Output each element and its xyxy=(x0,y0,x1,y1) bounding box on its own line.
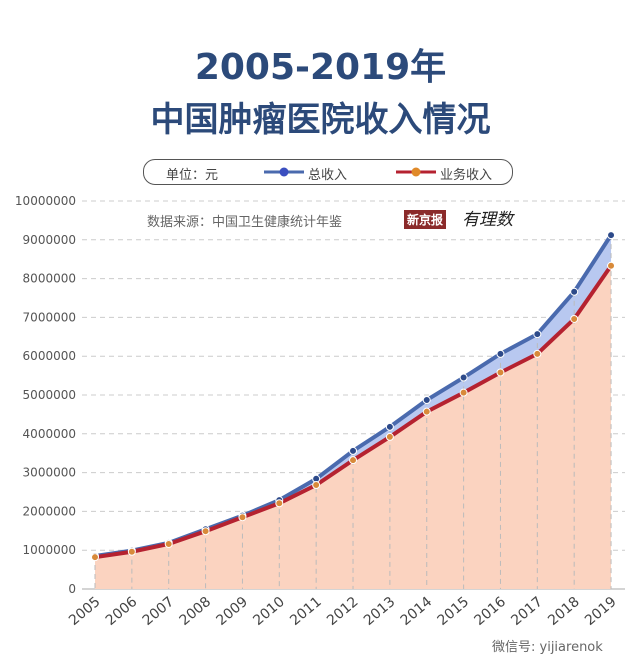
y-tick-label: 2000000 xyxy=(23,504,76,518)
x-tick-label: 2014 xyxy=(398,594,436,629)
total-point xyxy=(459,373,468,382)
business-point xyxy=(607,261,616,270)
business-point xyxy=(275,499,284,508)
business-point xyxy=(570,314,579,323)
business-point xyxy=(312,481,321,490)
y-tick-label: 6000000 xyxy=(23,349,76,363)
total-point xyxy=(385,422,394,431)
legend-total-marker xyxy=(264,167,304,177)
business-point xyxy=(496,368,505,377)
y-tick-label: 0 xyxy=(68,582,76,596)
legend-total-label: 总收入 xyxy=(308,168,348,183)
y-tick-label: 1000000 xyxy=(23,543,76,557)
business-point xyxy=(349,456,358,465)
business-area xyxy=(95,265,612,589)
x-tick-label: 2017 xyxy=(508,594,546,629)
watermark: 微信号: yijiarenok xyxy=(492,640,603,655)
x-tick-label: 2007 xyxy=(140,594,178,629)
chart-title-line1: 2005-2019年 xyxy=(194,47,447,88)
x-tick-label: 2005 xyxy=(66,594,104,629)
total-point xyxy=(349,446,358,455)
x-tick-label: 2008 xyxy=(177,594,215,629)
business-point xyxy=(164,539,173,548)
x-tick-label: 2009 xyxy=(213,594,251,629)
business-point xyxy=(533,349,542,358)
business-point xyxy=(385,432,394,441)
y-tick-label: 10000000 xyxy=(15,194,76,208)
total-point xyxy=(570,287,579,296)
x-tick-label: 2018 xyxy=(545,594,583,629)
x-tick-label: 2015 xyxy=(435,594,473,629)
x-tick-label: 2010 xyxy=(250,594,288,629)
total-point xyxy=(422,396,431,405)
x-tick-label: 2019 xyxy=(582,594,620,629)
business-point xyxy=(422,407,431,416)
y-tick-label: 9000000 xyxy=(23,233,76,247)
legend-business-marker xyxy=(396,167,436,177)
x-tick-label: 2013 xyxy=(361,594,399,629)
total-point xyxy=(533,330,542,339)
business-point xyxy=(201,527,210,536)
source-note: 数据来源：中国卫生健康统计年鉴 xyxy=(147,215,343,230)
business-point xyxy=(127,547,136,556)
total-point xyxy=(496,349,505,358)
y-tick-label: 4000000 xyxy=(23,427,76,441)
business-point xyxy=(91,553,99,562)
x-tick-label: 2016 xyxy=(471,594,509,629)
x-tick-label: 2012 xyxy=(324,594,362,629)
chart-title-line2: 中国肿瘤医院收入情况 xyxy=(150,100,491,140)
logo-xinjingbao: 新京报 xyxy=(404,210,447,229)
legend-business-label: 业务收入 xyxy=(440,168,493,183)
legend-unit: 单位：元 xyxy=(166,168,219,183)
y-tick-label: 8000000 xyxy=(23,272,76,286)
business-point xyxy=(459,388,468,397)
y-tick-label: 3000000 xyxy=(23,466,76,480)
x-tick-label: 2011 xyxy=(287,594,325,629)
y-tick-label: 7000000 xyxy=(23,310,76,324)
legend: 单位：元 总收入 业务收入 xyxy=(143,159,513,185)
business-point xyxy=(238,513,247,522)
total-point xyxy=(607,231,616,240)
x-tick-label: 2006 xyxy=(103,594,141,629)
logo-youlishu: 有理数 xyxy=(462,210,513,230)
y-tick-label: 5000000 xyxy=(23,388,76,402)
